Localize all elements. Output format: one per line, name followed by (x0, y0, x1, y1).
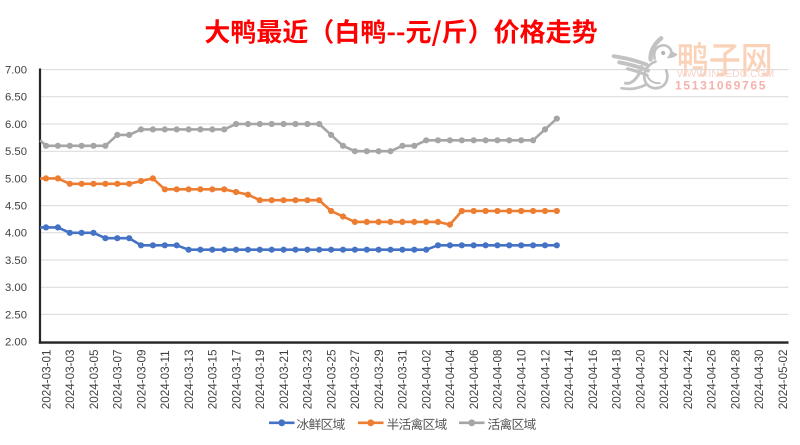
svg-text:2024-04-24: 2024-04-24 (682, 349, 695, 409)
svg-text:2024-03-31: 2024-03-31 (397, 350, 410, 410)
svg-text:2024-03-03: 2024-03-03 (64, 350, 77, 410)
svg-text:2024-03-05: 2024-03-05 (88, 349, 101, 409)
svg-text:2024-03-29: 2024-03-29 (373, 350, 386, 410)
svg-text:3.00: 3.00 (5, 282, 27, 294)
svg-text:2024-03-23: 2024-03-23 (302, 350, 315, 410)
svg-text:2024-04-20: 2024-04-20 (634, 349, 647, 409)
svg-text:2024-04-10: 2024-04-10 (516, 349, 529, 409)
svg-text:WWW.INTEDC.COM: WWW.INTEDC.COM (677, 69, 774, 80)
svg-text:2024-04-16: 2024-04-16 (587, 350, 600, 410)
svg-text:2.00: 2.00 (5, 337, 27, 349)
svg-text:6.00: 6.00 (5, 119, 27, 131)
svg-text:2024-03-17: 2024-03-17 (230, 350, 243, 410)
svg-text:4.50: 4.50 (5, 201, 27, 213)
svg-text:3.50: 3.50 (5, 255, 27, 267)
svg-text:2024-03-27: 2024-03-27 (349, 350, 362, 410)
svg-text:2024-04-26: 2024-04-26 (706, 350, 719, 410)
svg-text:7.00: 7.00 (5, 65, 27, 77)
svg-text:2024-03-09: 2024-03-09 (135, 350, 148, 410)
svg-text:15131069765: 15131069765 (675, 79, 767, 93)
svg-text:2024-04-06: 2024-04-06 (468, 350, 481, 410)
svg-text:2024-03-19: 2024-03-19 (254, 350, 267, 410)
svg-text:2024-03-25: 2024-03-25 (325, 349, 338, 409)
svg-text:2024-04-18: 2024-04-18 (611, 350, 624, 410)
svg-text:5.50: 5.50 (5, 146, 27, 158)
svg-text:5.00: 5.00 (5, 173, 27, 185)
svg-text:2024-04-22: 2024-04-22 (658, 350, 671, 410)
svg-text:2024-04-12: 2024-04-12 (539, 350, 552, 410)
svg-text:2.50: 2.50 (5, 309, 27, 321)
svg-text:2024-04-30: 2024-04-30 (753, 349, 766, 409)
svg-text:2024-04-02: 2024-04-02 (421, 350, 434, 410)
svg-text:6.50: 6.50 (5, 92, 27, 104)
svg-text:2024-03-11: 2024-03-11 (159, 350, 172, 409)
svg-text:2024-04-04: 2024-04-04 (444, 349, 457, 409)
svg-text:2024-03-13: 2024-03-13 (183, 350, 196, 410)
svg-text:2024-04-28: 2024-04-28 (729, 350, 742, 410)
svg-text:4.00: 4.00 (5, 228, 27, 240)
svg-text:2024-03-01: 2024-03-01 (40, 350, 53, 410)
svg-text:2024-04-14: 2024-04-14 (563, 349, 576, 409)
svg-text:2024-04-08: 2024-04-08 (492, 350, 505, 410)
svg-text:2024-03-15: 2024-03-15 (207, 349, 220, 409)
svg-text:2024-03-07: 2024-03-07 (112, 350, 125, 410)
svg-text:2024-05-02: 2024-05-02 (777, 350, 790, 410)
svg-text:2024-03-21: 2024-03-21 (278, 350, 291, 410)
